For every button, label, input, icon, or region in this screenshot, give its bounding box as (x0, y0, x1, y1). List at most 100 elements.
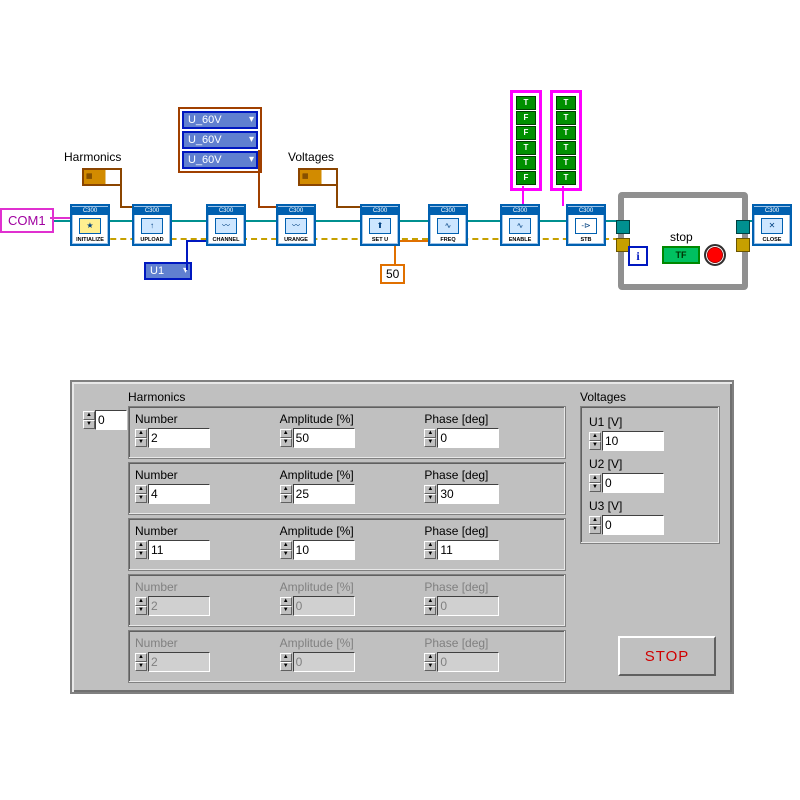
spinner[interactable]: ▲▼ (135, 597, 147, 615)
com-port-constant[interactable]: COM1 (0, 208, 54, 233)
while-loop: stop TF i (618, 192, 748, 290)
spinner[interactable]: ▲▼ (589, 432, 601, 450)
phase-field[interactable]: 30 (437, 484, 499, 504)
amplitude-field[interactable]: 0 (293, 652, 355, 672)
wire-com1 (50, 217, 72, 219)
voltage-field[interactable]: 0 (602, 473, 664, 493)
loop-stop-terminal[interactable] (704, 244, 726, 266)
spinner[interactable]: ▲▼ (280, 597, 292, 615)
urange-cluster: U_60V U_60V U_60V (178, 107, 262, 173)
spinner[interactable]: ▲▼ (83, 411, 95, 429)
voltage-label: U3 [V] (589, 499, 711, 513)
enable-bool-array-1[interactable]: T F F T T F (510, 90, 542, 191)
spinner[interactable]: ▲▼ (424, 541, 436, 559)
bool-cell: T (556, 171, 576, 185)
spinner[interactable]: ▲▼ (135, 653, 147, 671)
channel-ring[interactable]: U1 (144, 262, 192, 280)
field-label: Number (135, 524, 270, 538)
field-label: Amplitude [%] (280, 412, 415, 426)
spinner[interactable]: ▲▼ (280, 429, 292, 447)
node-initialize[interactable]: C300 ★ INITIALIZE (70, 204, 110, 246)
field-label: Number (135, 468, 270, 482)
tunnel-in (616, 220, 630, 234)
number-field[interactable]: 4 (148, 484, 210, 504)
phase-field[interactable]: 0 (437, 652, 499, 672)
node-close[interactable]: C300 ✕ CLOSE (752, 204, 792, 246)
spinner[interactable]: ▲▼ (135, 541, 147, 559)
amplitude-field[interactable]: 50 (293, 428, 355, 448)
urange-ring-2[interactable]: U_60V (182, 151, 258, 169)
bool-cell: T (556, 111, 576, 125)
spinner[interactable]: ▲▼ (280, 485, 292, 503)
voltages-control-terminal[interactable]: ▦ (298, 168, 338, 186)
voltage-field[interactable]: 10 (602, 431, 664, 451)
spinner[interactable]: ▲▼ (424, 653, 436, 671)
bool-cell: T (516, 141, 536, 155)
harmonic-cluster: Number▲▼4Amplitude [%]▲▼25Phase [deg]▲▼3… (128, 462, 566, 515)
amplitude-field[interactable]: 0 (293, 596, 355, 616)
harmonics-label: Harmonics (64, 150, 121, 164)
field-label: Number (135, 636, 270, 650)
field-label: Amplitude [%] (280, 468, 415, 482)
wire-volt (336, 176, 338, 206)
voltage-item: U1 [V]▲▼10 (589, 415, 711, 451)
node-stb[interactable]: C300 -⊳ STB (566, 204, 606, 246)
amplitude-field[interactable]: 25 (293, 484, 355, 504)
stop-boolean[interactable]: TF (662, 246, 700, 264)
node-channel[interactable]: C300 〰 CHANNEL (206, 204, 246, 246)
node-upload[interactable]: C300 ↑ UPLOAD (132, 204, 172, 246)
enable-bool-array-2[interactable]: T T T T T T (550, 90, 582, 191)
harmonics-array: Number▲▼2Amplitude [%]▲▼50Phase [deg]▲▼0… (128, 406, 566, 683)
wire-urange-h (258, 206, 278, 208)
wire-bool2 (562, 186, 564, 206)
spinner[interactable]: ▲▼ (589, 474, 601, 492)
harmonics-section-label: Harmonics (128, 390, 566, 404)
spinner[interactable]: ▲▼ (589, 516, 601, 534)
phase-field[interactable]: 0 (437, 596, 499, 616)
spinner[interactable]: ▲▼ (280, 653, 292, 671)
block-diagram: COM1 Harmonics ▦ Voltages ▦ U_60V U_60V … (0, 90, 800, 330)
node-setu[interactable]: C300 ⬆ SET U (360, 204, 400, 246)
stop-label: stop (670, 230, 693, 244)
phase-field[interactable]: 0 (437, 428, 499, 448)
freq-constant[interactable]: 50 (380, 264, 405, 284)
node-freq[interactable]: C300 ∿ FREQ (428, 204, 468, 246)
array-index-field[interactable]: 0 (95, 410, 127, 430)
harmonics-control-terminal[interactable]: ▦ (82, 168, 122, 186)
bool-cell: T (516, 156, 536, 170)
urange-ring-0[interactable]: U_60V (182, 111, 258, 129)
wire-u1-h (186, 240, 208, 242)
phase-field[interactable]: 11 (437, 540, 499, 560)
harmonics-array-index[interactable]: ▲▼ 0 (83, 410, 127, 430)
front-panel: ▲▼ 0 Harmonics Number▲▼2Amplitude [%]▲▼5… (70, 380, 734, 694)
spinner[interactable]: ▲▼ (424, 485, 436, 503)
field-label: Phase [deg] (424, 580, 559, 594)
spinner[interactable]: ▲▼ (280, 541, 292, 559)
bool-cell: T (556, 126, 576, 140)
spinner[interactable]: ▲▼ (135, 429, 147, 447)
field-label: Phase [deg] (424, 524, 559, 538)
field-label: Number (135, 412, 270, 426)
field-label: Phase [deg] (424, 636, 559, 650)
bool-cell: T (516, 96, 536, 110)
number-field[interactable]: 11 (148, 540, 210, 560)
field-label: Phase [deg] (424, 412, 559, 426)
node-urange[interactable]: C300 〰 URANGE (276, 204, 316, 246)
field-label: Number (135, 580, 270, 594)
iteration-terminal: i (628, 246, 648, 266)
spinner[interactable]: ▲▼ (424, 597, 436, 615)
number-field[interactable]: 2 (148, 428, 210, 448)
spinner[interactable]: ▲▼ (424, 429, 436, 447)
urange-ring-1[interactable]: U_60V (182, 131, 258, 149)
bool-cell: T (556, 141, 576, 155)
bool-cell: T (556, 96, 576, 110)
node-enable[interactable]: C300 ∿ ENABLE (500, 204, 540, 246)
spinner[interactable]: ▲▼ (135, 485, 147, 503)
bool-cell: F (516, 171, 536, 185)
stop-button[interactable]: STOP (618, 636, 716, 676)
wire-urange (258, 150, 260, 206)
number-field[interactable]: 2 (148, 652, 210, 672)
number-field[interactable]: 2 (148, 596, 210, 616)
voltage-field[interactable]: 0 (602, 515, 664, 535)
amplitude-field[interactable]: 10 (293, 540, 355, 560)
